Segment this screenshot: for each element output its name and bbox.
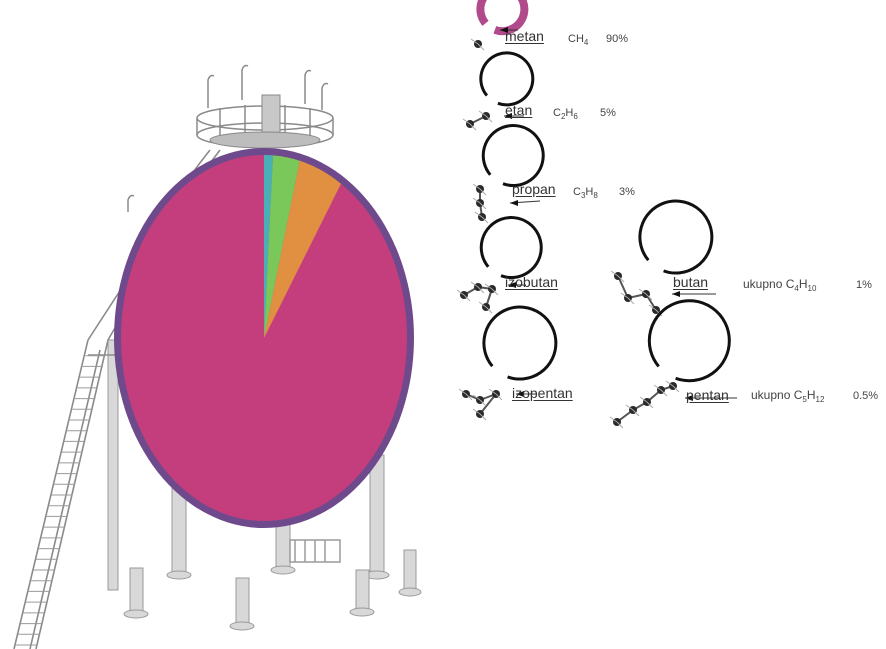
legend-formula-metan: CH4: [568, 33, 589, 47]
legend-name-metan: metan: [505, 28, 544, 44]
legend-formula-pentan: ukupno C5H12: [751, 388, 825, 404]
legend-name-izobutan: izobutan: [505, 274, 558, 290]
legend-percent-metan: 90%: [606, 33, 629, 45]
legend-percent-butan: 1%: [856, 279, 872, 291]
legend-name-butan: butan: [673, 274, 709, 290]
pie-slice-propan: [264, 155, 300, 338]
legend-percent-propan: 3%: [619, 186, 635, 198]
legend-percent-pentan: 0.5%: [853, 390, 879, 402]
legend-formula-etan: C2H6: [553, 107, 578, 121]
legend-formula-butan: ukupno C4H10: [743, 277, 817, 293]
legend-percent-etan: 5%: [600, 107, 616, 119]
pie-chart: [121, 155, 407, 521]
pie-slice-butani: [264, 155, 274, 338]
legend-name-etan: etan: [505, 102, 533, 118]
platform: [289, 539, 341, 563]
tank-hatch: [209, 94, 321, 149]
legend-name-propan: propan: [512, 181, 556, 197]
legend-name-pentan: pentan: [686, 387, 729, 403]
stair-steps: [15, 355, 106, 646]
pie-slice-etan: [264, 160, 341, 338]
legend-name-izopentan: izopentan: [512, 385, 573, 401]
legend-formula-propan: C3H8: [573, 186, 598, 200]
